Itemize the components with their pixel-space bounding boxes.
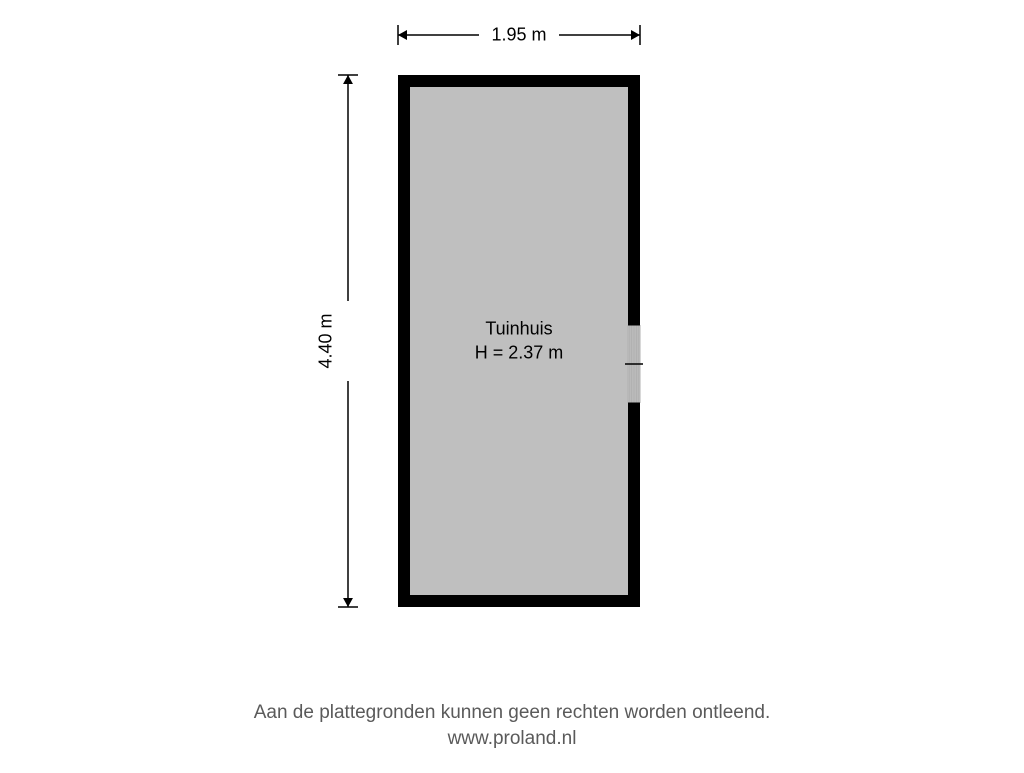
footer: Aan de plattegronden kunnen geen rechten… [0, 700, 1024, 751]
dimension-height-label: 4.40 m [316, 313, 337, 368]
floorplan-stage: 1.95 m 4.40 m Tuinhuis H = 2.37 m Aan de… [0, 0, 1024, 768]
footer-line2: www.proland.nl [0, 726, 1024, 752]
room-name-label: Tuinhuis [485, 319, 552, 340]
dimension-width-label: 1.95 m [491, 25, 546, 46]
footer-line1: Aan de plattegronden kunnen geen rechten… [0, 700, 1024, 726]
floorplan-svg [0, 0, 1024, 768]
room-height-label: H = 2.37 m [475, 343, 564, 364]
